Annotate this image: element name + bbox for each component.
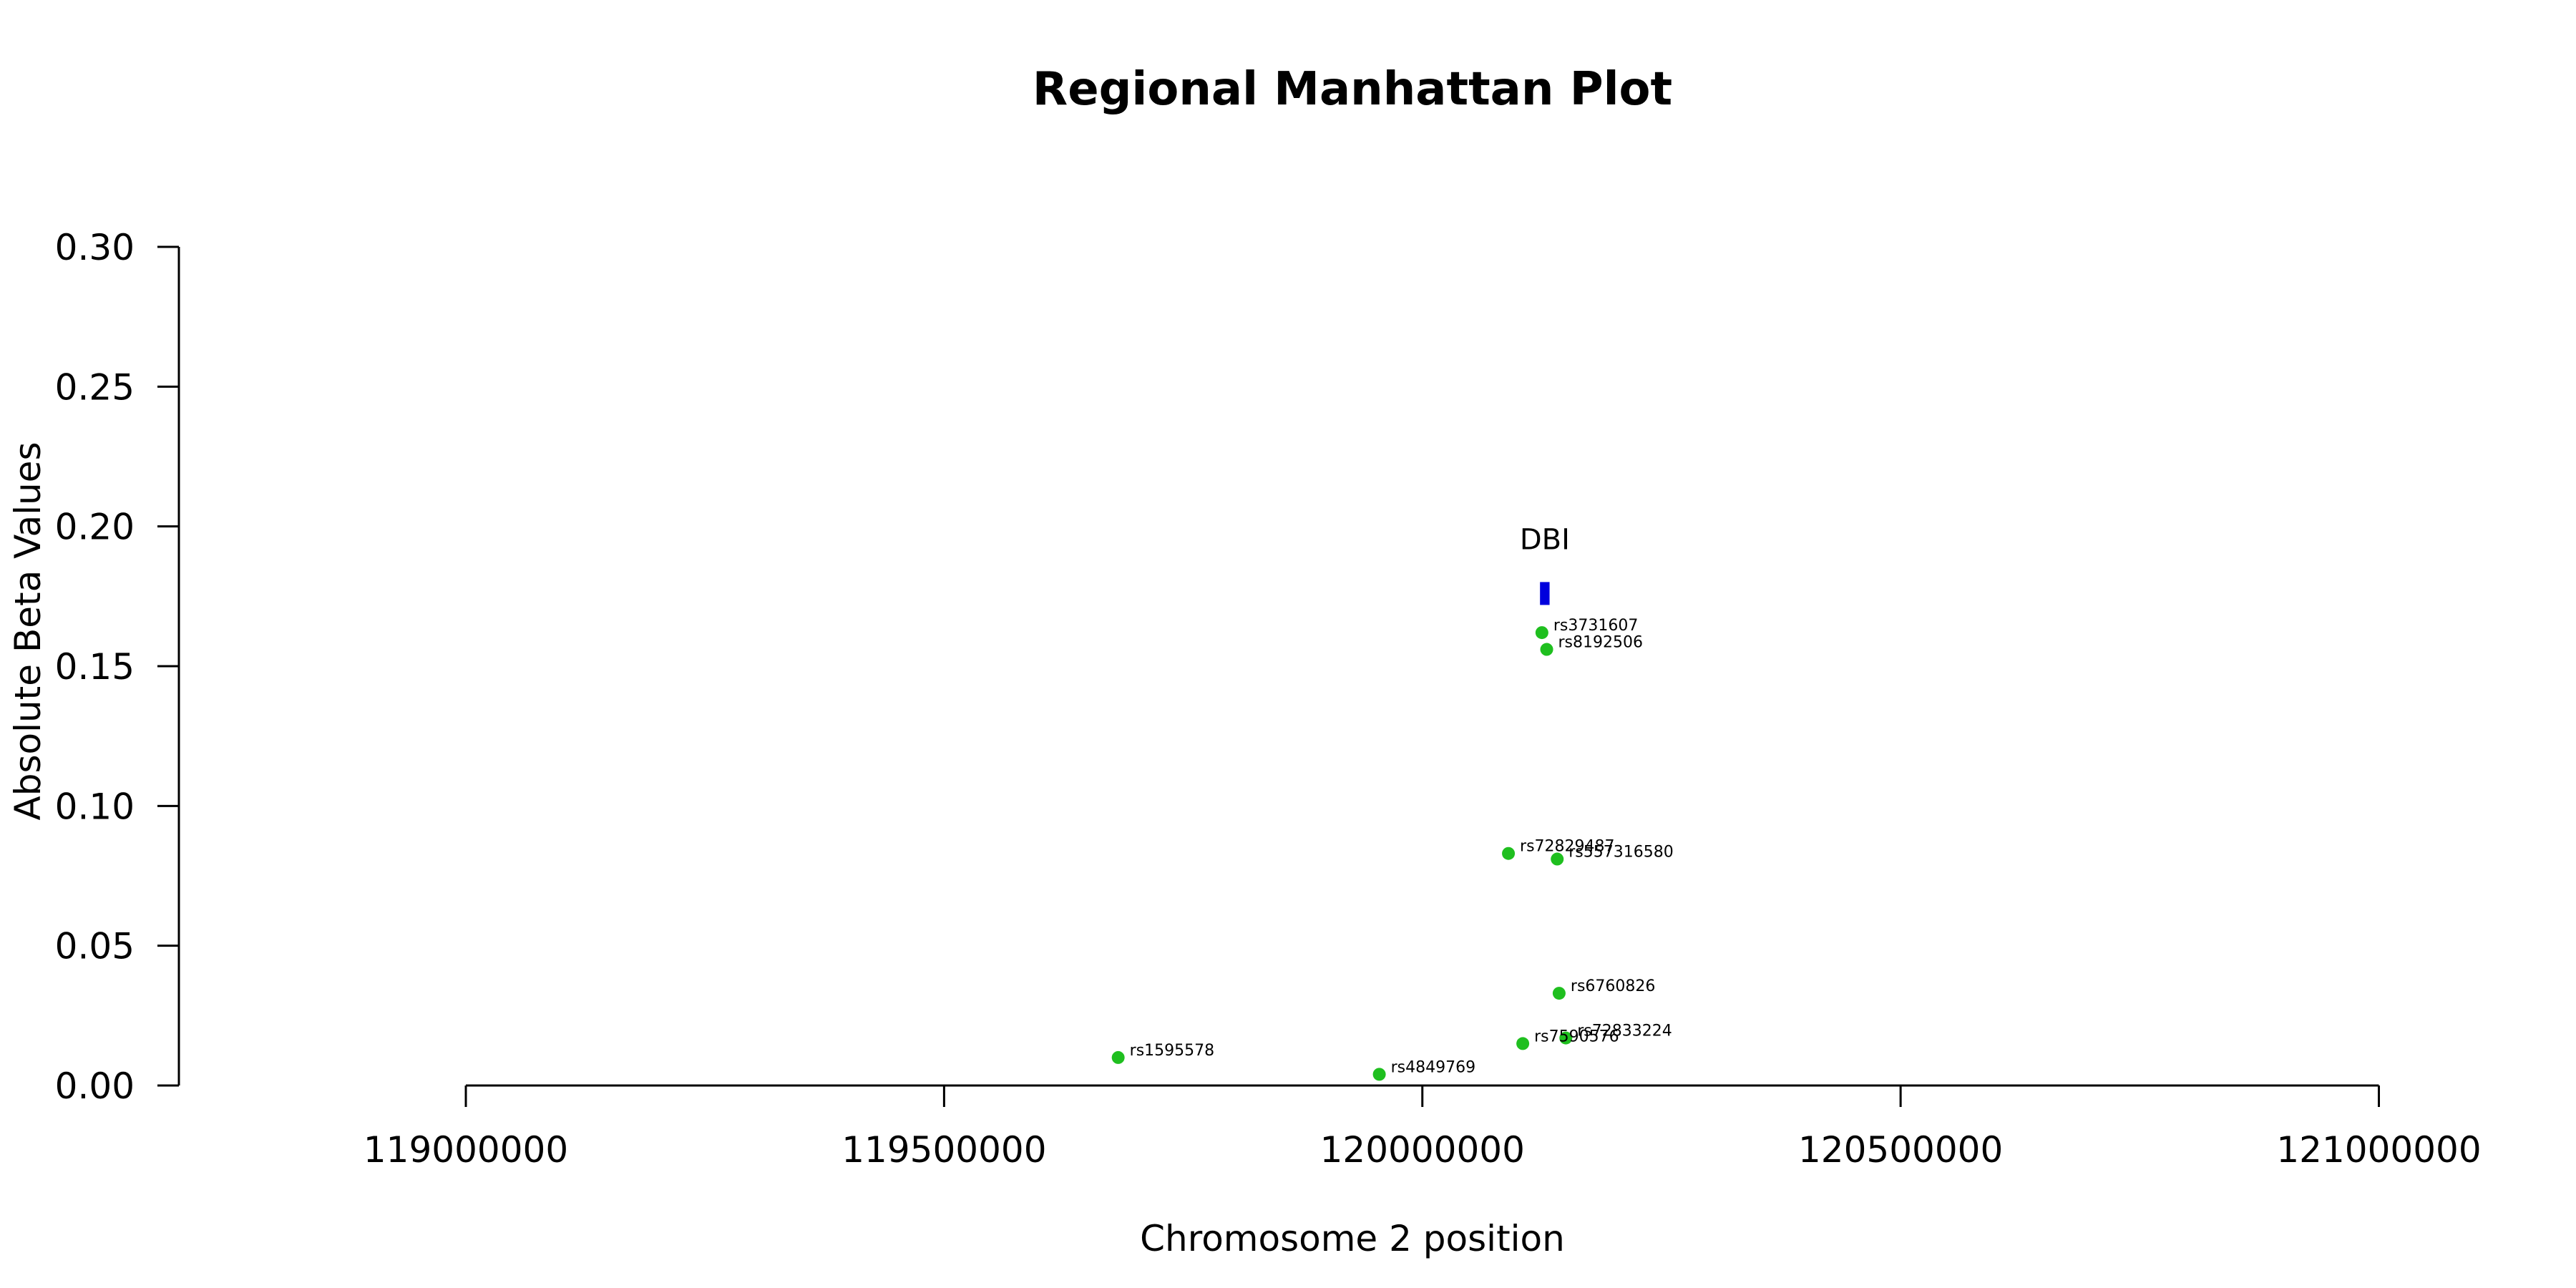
snp-point bbox=[1551, 852, 1564, 866]
snp-label: rs72833224 bbox=[1577, 1023, 1672, 1040]
snp-point bbox=[1502, 847, 1516, 860]
snp-label: rs72829487 bbox=[1520, 838, 1614, 856]
snp-label: rs8192506 bbox=[1558, 634, 1644, 652]
snp-point bbox=[1111, 1050, 1125, 1064]
snp-point bbox=[1559, 1031, 1573, 1045]
snp-point bbox=[1535, 626, 1548, 640]
y-tick-label: 0.15 bbox=[55, 646, 135, 688]
snp-point bbox=[1372, 1068, 1386, 1081]
gene-label: DBI bbox=[1520, 523, 1570, 556]
snp-label: rs7590576 bbox=[1534, 1028, 1619, 1045]
y-axis-label: Absolute Beta Values bbox=[7, 442, 49, 821]
y-tick-label: 0.20 bbox=[55, 507, 135, 548]
x-tick-label: 120500000 bbox=[1798, 1129, 2003, 1171]
snp-point bbox=[1552, 987, 1566, 1000]
y-tick-label: 0.00 bbox=[55, 1065, 135, 1107]
gene-track: DBI bbox=[1520, 523, 1570, 605]
x-axis: 119000000 119500000 120000000 120500000 1210… bbox=[364, 1084, 2482, 1171]
snp-label: rs557316580 bbox=[1568, 844, 1673, 862]
snp-label: rs1595578 bbox=[1130, 1042, 1215, 1060]
x-tick-label: 119000000 bbox=[364, 1129, 568, 1171]
x-axis-label: Chromosome 2 position bbox=[1140, 1218, 1565, 1259]
y-tick-label: 0.05 bbox=[55, 926, 135, 967]
snp-label: rs3731607 bbox=[1553, 617, 1639, 635]
y-tick-label: 0.25 bbox=[55, 366, 135, 408]
snp-label: rs4849769 bbox=[1391, 1058, 1476, 1076]
chart-title: Regional Manhattan Plot bbox=[1033, 63, 1672, 116]
y-axis: 0.00 0.05 0.10 0.15 0.20 0.25 0.30 bbox=[55, 227, 180, 1107]
snp-point bbox=[1516, 1037, 1530, 1050]
y-tick-label: 0.30 bbox=[55, 227, 135, 268]
snp-point bbox=[1540, 643, 1553, 656]
snp-label: rs6760826 bbox=[1571, 977, 1656, 995]
y-tick-label: 0.10 bbox=[55, 786, 135, 827]
gene-bar-dbi bbox=[1540, 582, 1550, 605]
x-tick-label: 120000000 bbox=[1320, 1129, 1525, 1171]
x-tick-label: 121000000 bbox=[2276, 1129, 2481, 1171]
x-tick-label: 119500000 bbox=[841, 1129, 1046, 1171]
